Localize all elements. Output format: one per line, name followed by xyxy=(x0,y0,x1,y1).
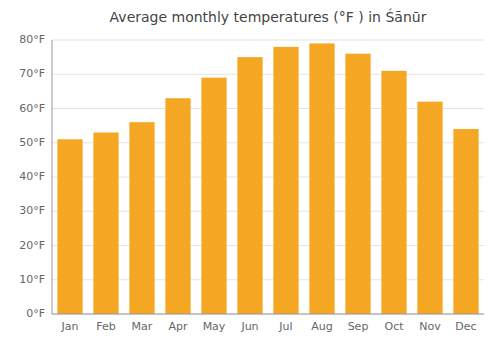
x-tick-label: Aug xyxy=(311,320,332,333)
y-tick-label: 40°F xyxy=(19,170,45,183)
y-tick-label: 70°F xyxy=(19,67,45,80)
bars xyxy=(57,43,478,314)
x-tick-label: May xyxy=(203,320,226,333)
x-tick-label: Jun xyxy=(240,320,258,333)
y-tick-label: 20°F xyxy=(19,239,45,252)
x-tick-label: Sep xyxy=(348,320,369,333)
y-tick-label: 50°F xyxy=(19,136,45,149)
bar xyxy=(57,139,82,314)
x-tick-label: Feb xyxy=(96,320,115,333)
bar xyxy=(201,78,226,314)
x-tick-label: Oct xyxy=(384,320,404,333)
bar xyxy=(165,98,190,314)
x-tick-label: Apr xyxy=(168,320,188,333)
bar xyxy=(309,43,334,314)
y-tick-label: 0°F xyxy=(26,307,45,320)
bar xyxy=(453,129,478,314)
grid-line xyxy=(52,314,484,315)
x-tick-label: Nov xyxy=(419,320,441,333)
x-axis-line xyxy=(52,314,484,315)
chart-container: 0°F 10°F 20°F 30°F 40°F 50°F 60°F 70°F 80°F Jan Fe… xyxy=(0,0,500,350)
y-tick-label: 10°F xyxy=(19,273,45,286)
bar xyxy=(237,57,262,314)
chart: 0°F 10°F 20°F 30°F 40°F 50°F 60°F 70°F 80°F Jan Fe… xyxy=(0,0,500,350)
y-axis-line xyxy=(52,40,53,314)
bar xyxy=(93,132,118,314)
bar xyxy=(381,71,406,314)
bar xyxy=(129,122,154,314)
bar xyxy=(417,102,442,314)
y-tick-label: 60°F xyxy=(19,102,45,115)
x-tick-label: Jul xyxy=(278,320,292,333)
x-tick-label: Dec xyxy=(455,320,476,333)
bar xyxy=(273,47,298,314)
grid-line xyxy=(52,40,484,41)
bar xyxy=(345,54,370,314)
x-tick-label: Jan xyxy=(61,320,79,333)
y-tick-label: 30°F xyxy=(19,204,45,217)
x-tick-label: Mar xyxy=(132,320,153,333)
grid-line xyxy=(52,74,484,75)
y-tick-label: 80°F xyxy=(19,33,45,46)
grid xyxy=(52,40,484,314)
title: Average monthly temperatures (°F ) in Śā… xyxy=(110,8,427,25)
